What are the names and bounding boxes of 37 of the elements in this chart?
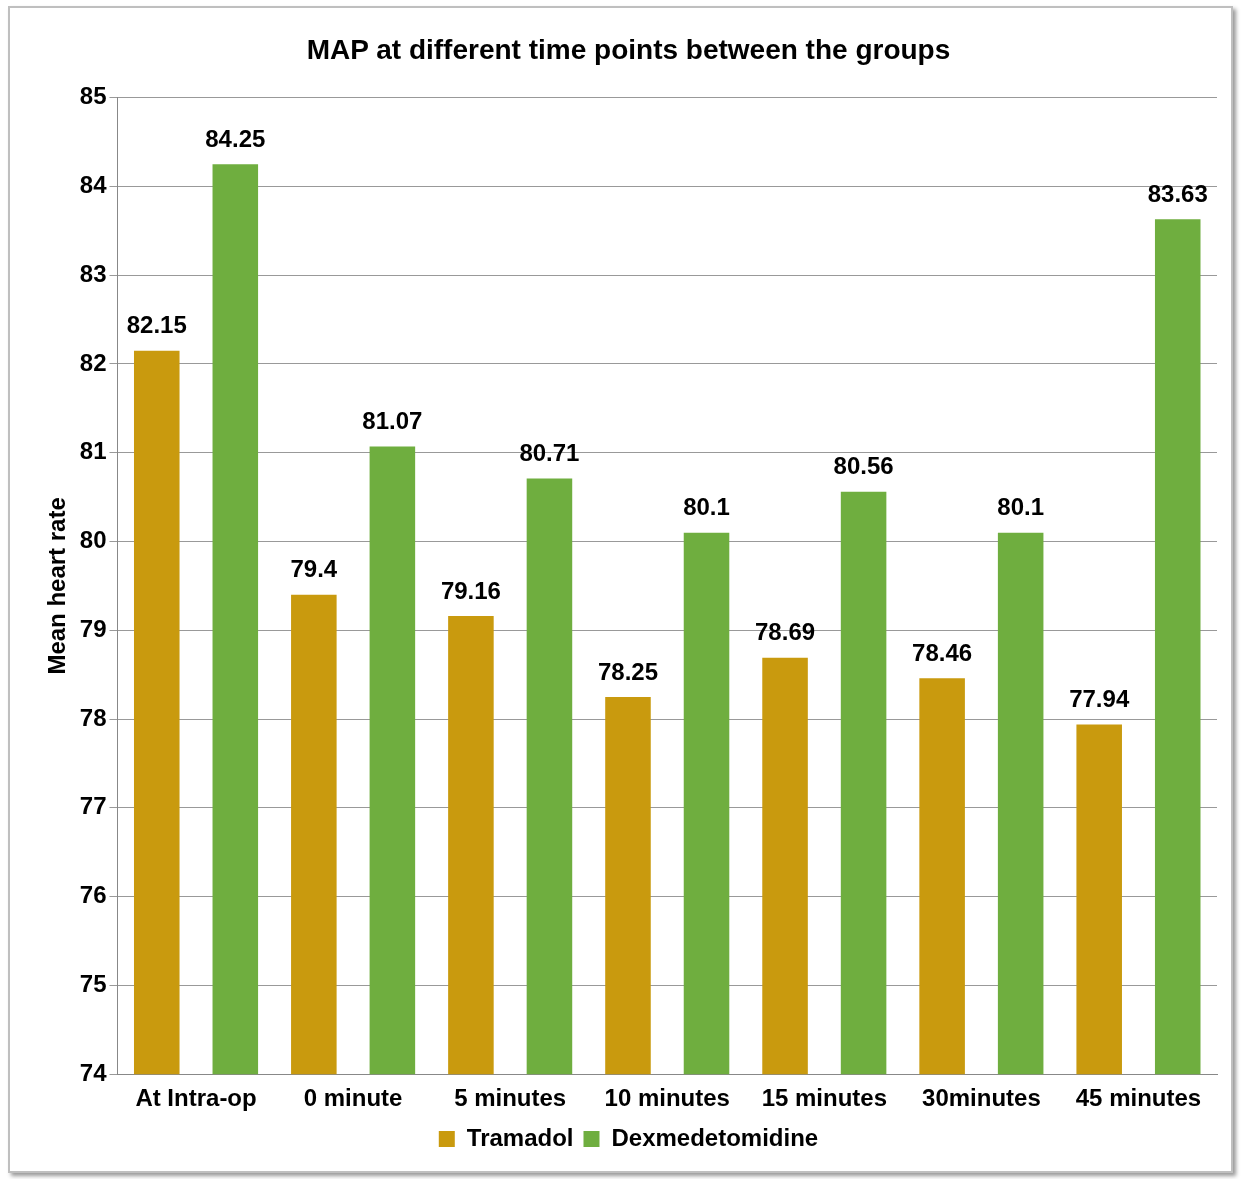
x-tick-label: At Intra-op xyxy=(135,1084,257,1112)
y-tick-label: 76 xyxy=(79,881,107,909)
data-label: 84.25 xyxy=(205,124,266,152)
y-tick-label: 78 xyxy=(79,703,107,731)
x-tick-label: 5 minutes xyxy=(454,1084,567,1112)
data-label: 77.94 xyxy=(1069,685,1130,713)
data-label: 81.07 xyxy=(362,407,423,435)
y-tick-label: 74 xyxy=(79,1058,108,1086)
data-label: 80.1 xyxy=(683,493,730,521)
data-label: 83.63 xyxy=(1147,179,1208,207)
y-tick-label: 85 xyxy=(79,82,107,110)
data-label: 79.16 xyxy=(440,576,501,604)
x-tick-label: 0 minute xyxy=(303,1084,403,1112)
legend-label: Tramadol xyxy=(466,1123,574,1151)
data-label: 80.56 xyxy=(833,452,894,480)
x-tick-label: 15 minutes xyxy=(761,1084,888,1112)
y-axis-title: Mean heart rate xyxy=(43,497,71,675)
data-label: 79.4 xyxy=(290,555,338,583)
y-tick-label: 83 xyxy=(79,259,107,287)
data-label: 78.25 xyxy=(597,657,659,685)
x-tick-label: 30minutes xyxy=(922,1084,1041,1112)
data-label: 78.46 xyxy=(912,638,973,666)
y-tick-label: 75 xyxy=(79,970,107,998)
legend-label: Dexmedetomidine xyxy=(611,1123,819,1151)
data-label: 82.15 xyxy=(126,311,187,339)
x-tick-label: 10 minutes xyxy=(604,1084,730,1112)
x-tick-label: 45 minutes xyxy=(1075,1084,1202,1112)
data-label: 80.71 xyxy=(519,439,580,467)
y-tick-label: 80 xyxy=(79,526,107,554)
chart-title: MAP at different time points between the groups xyxy=(306,33,951,65)
data-label: 80.1 xyxy=(997,493,1045,521)
y-tick-label: 82 xyxy=(79,348,107,376)
y-tick-label: 84 xyxy=(79,171,108,199)
data-label: 78.69 xyxy=(755,618,816,646)
y-tick-label: 79 xyxy=(79,614,107,642)
y-tick-label: 77 xyxy=(79,792,107,820)
y-tick-label: 81 xyxy=(79,437,107,465)
